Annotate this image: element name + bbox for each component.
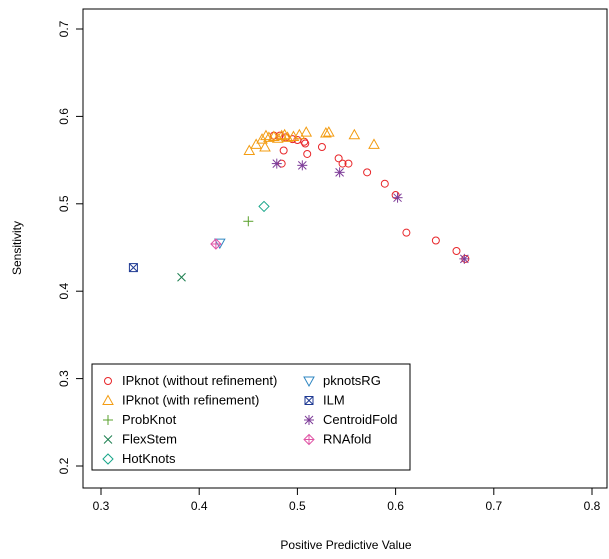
series-7 <box>271 158 470 264</box>
data-point <box>322 126 335 137</box>
data-point <box>243 144 256 155</box>
data-point <box>392 192 403 203</box>
x-tick-label: 0.8 <box>584 499 601 513</box>
legend-marker <box>104 377 112 385</box>
data-point <box>128 263 138 273</box>
data-point <box>260 129 272 141</box>
data-point <box>344 159 353 168</box>
legend-label: ILM <box>323 393 345 408</box>
data-point <box>256 133 268 144</box>
data-point <box>320 126 332 138</box>
data-point <box>303 149 312 158</box>
legend-label: RNAfold <box>323 432 371 447</box>
data-point <box>297 160 308 171</box>
y-tick-label: 0.2 <box>57 457 71 474</box>
data-point <box>338 159 347 168</box>
data-point <box>380 179 389 188</box>
data-point <box>301 139 310 148</box>
legend-label: ProbKnot <box>122 412 177 427</box>
series-6 <box>128 263 138 273</box>
data-point <box>278 128 291 140</box>
data-point <box>431 236 440 245</box>
x-tick-label: 0.4 <box>191 499 208 513</box>
data-point <box>250 138 263 149</box>
y-tick-label: 0.3 <box>57 370 71 387</box>
y-axis-label: Sensitivity <box>10 221 24 275</box>
data-point <box>334 154 343 163</box>
plot-frame <box>82 8 608 489</box>
x-tick-label: 0.3 <box>93 499 110 513</box>
legend-label: CentroidFold <box>323 412 397 427</box>
data-point <box>363 168 372 177</box>
data-point <box>300 126 313 137</box>
data-point <box>271 158 282 169</box>
series-4 <box>258 200 270 213</box>
legend-marker <box>303 433 315 446</box>
x-axis-label: Positive Predictive Value <box>280 538 412 552</box>
data-point <box>459 253 470 264</box>
legend-marker <box>103 415 113 425</box>
data-point <box>259 140 271 152</box>
legend-marker <box>304 415 314 425</box>
legend-label: IPknot (with refinement) <box>122 393 259 408</box>
data-point <box>210 238 222 250</box>
y-tick-label: 0.6 <box>57 108 71 125</box>
data-point <box>279 146 288 155</box>
data-point <box>334 167 345 178</box>
data-point <box>452 246 461 255</box>
x-tick-label: 0.5 <box>289 499 306 513</box>
legend-label: IPknot (without refinement) <box>122 373 277 388</box>
legend-marker <box>102 453 114 465</box>
series-2 <box>243 216 254 227</box>
series-3 <box>177 272 186 282</box>
y-tick-label: 0.5 <box>57 195 71 212</box>
legend-marker <box>102 394 114 405</box>
legend-marker <box>103 435 113 444</box>
legend-marker <box>304 396 314 405</box>
legend-label: pknotsRG <box>323 373 381 388</box>
data-point <box>368 138 380 149</box>
x-tick-label: 0.6 <box>387 499 404 513</box>
series-1 <box>243 126 380 155</box>
data-point <box>258 200 270 213</box>
y-tick-label: 0.7 <box>57 20 71 37</box>
series-8 <box>210 238 222 250</box>
legend-box <box>91 363 411 471</box>
legend-marker <box>303 376 315 388</box>
data-point <box>263 131 275 142</box>
legend-label: HotKnots <box>122 451 176 466</box>
data-point <box>177 272 186 282</box>
data-point <box>402 228 411 237</box>
x-tick-label: 0.7 <box>485 499 502 513</box>
data-point <box>317 142 326 151</box>
legend-label: FlexStem <box>122 432 177 447</box>
data-point <box>348 128 361 140</box>
data-point <box>243 216 254 227</box>
data-point <box>391 191 400 200</box>
y-tick-label: 0.4 <box>57 283 71 300</box>
series-0 <box>269 131 470 263</box>
data-point <box>275 129 288 141</box>
